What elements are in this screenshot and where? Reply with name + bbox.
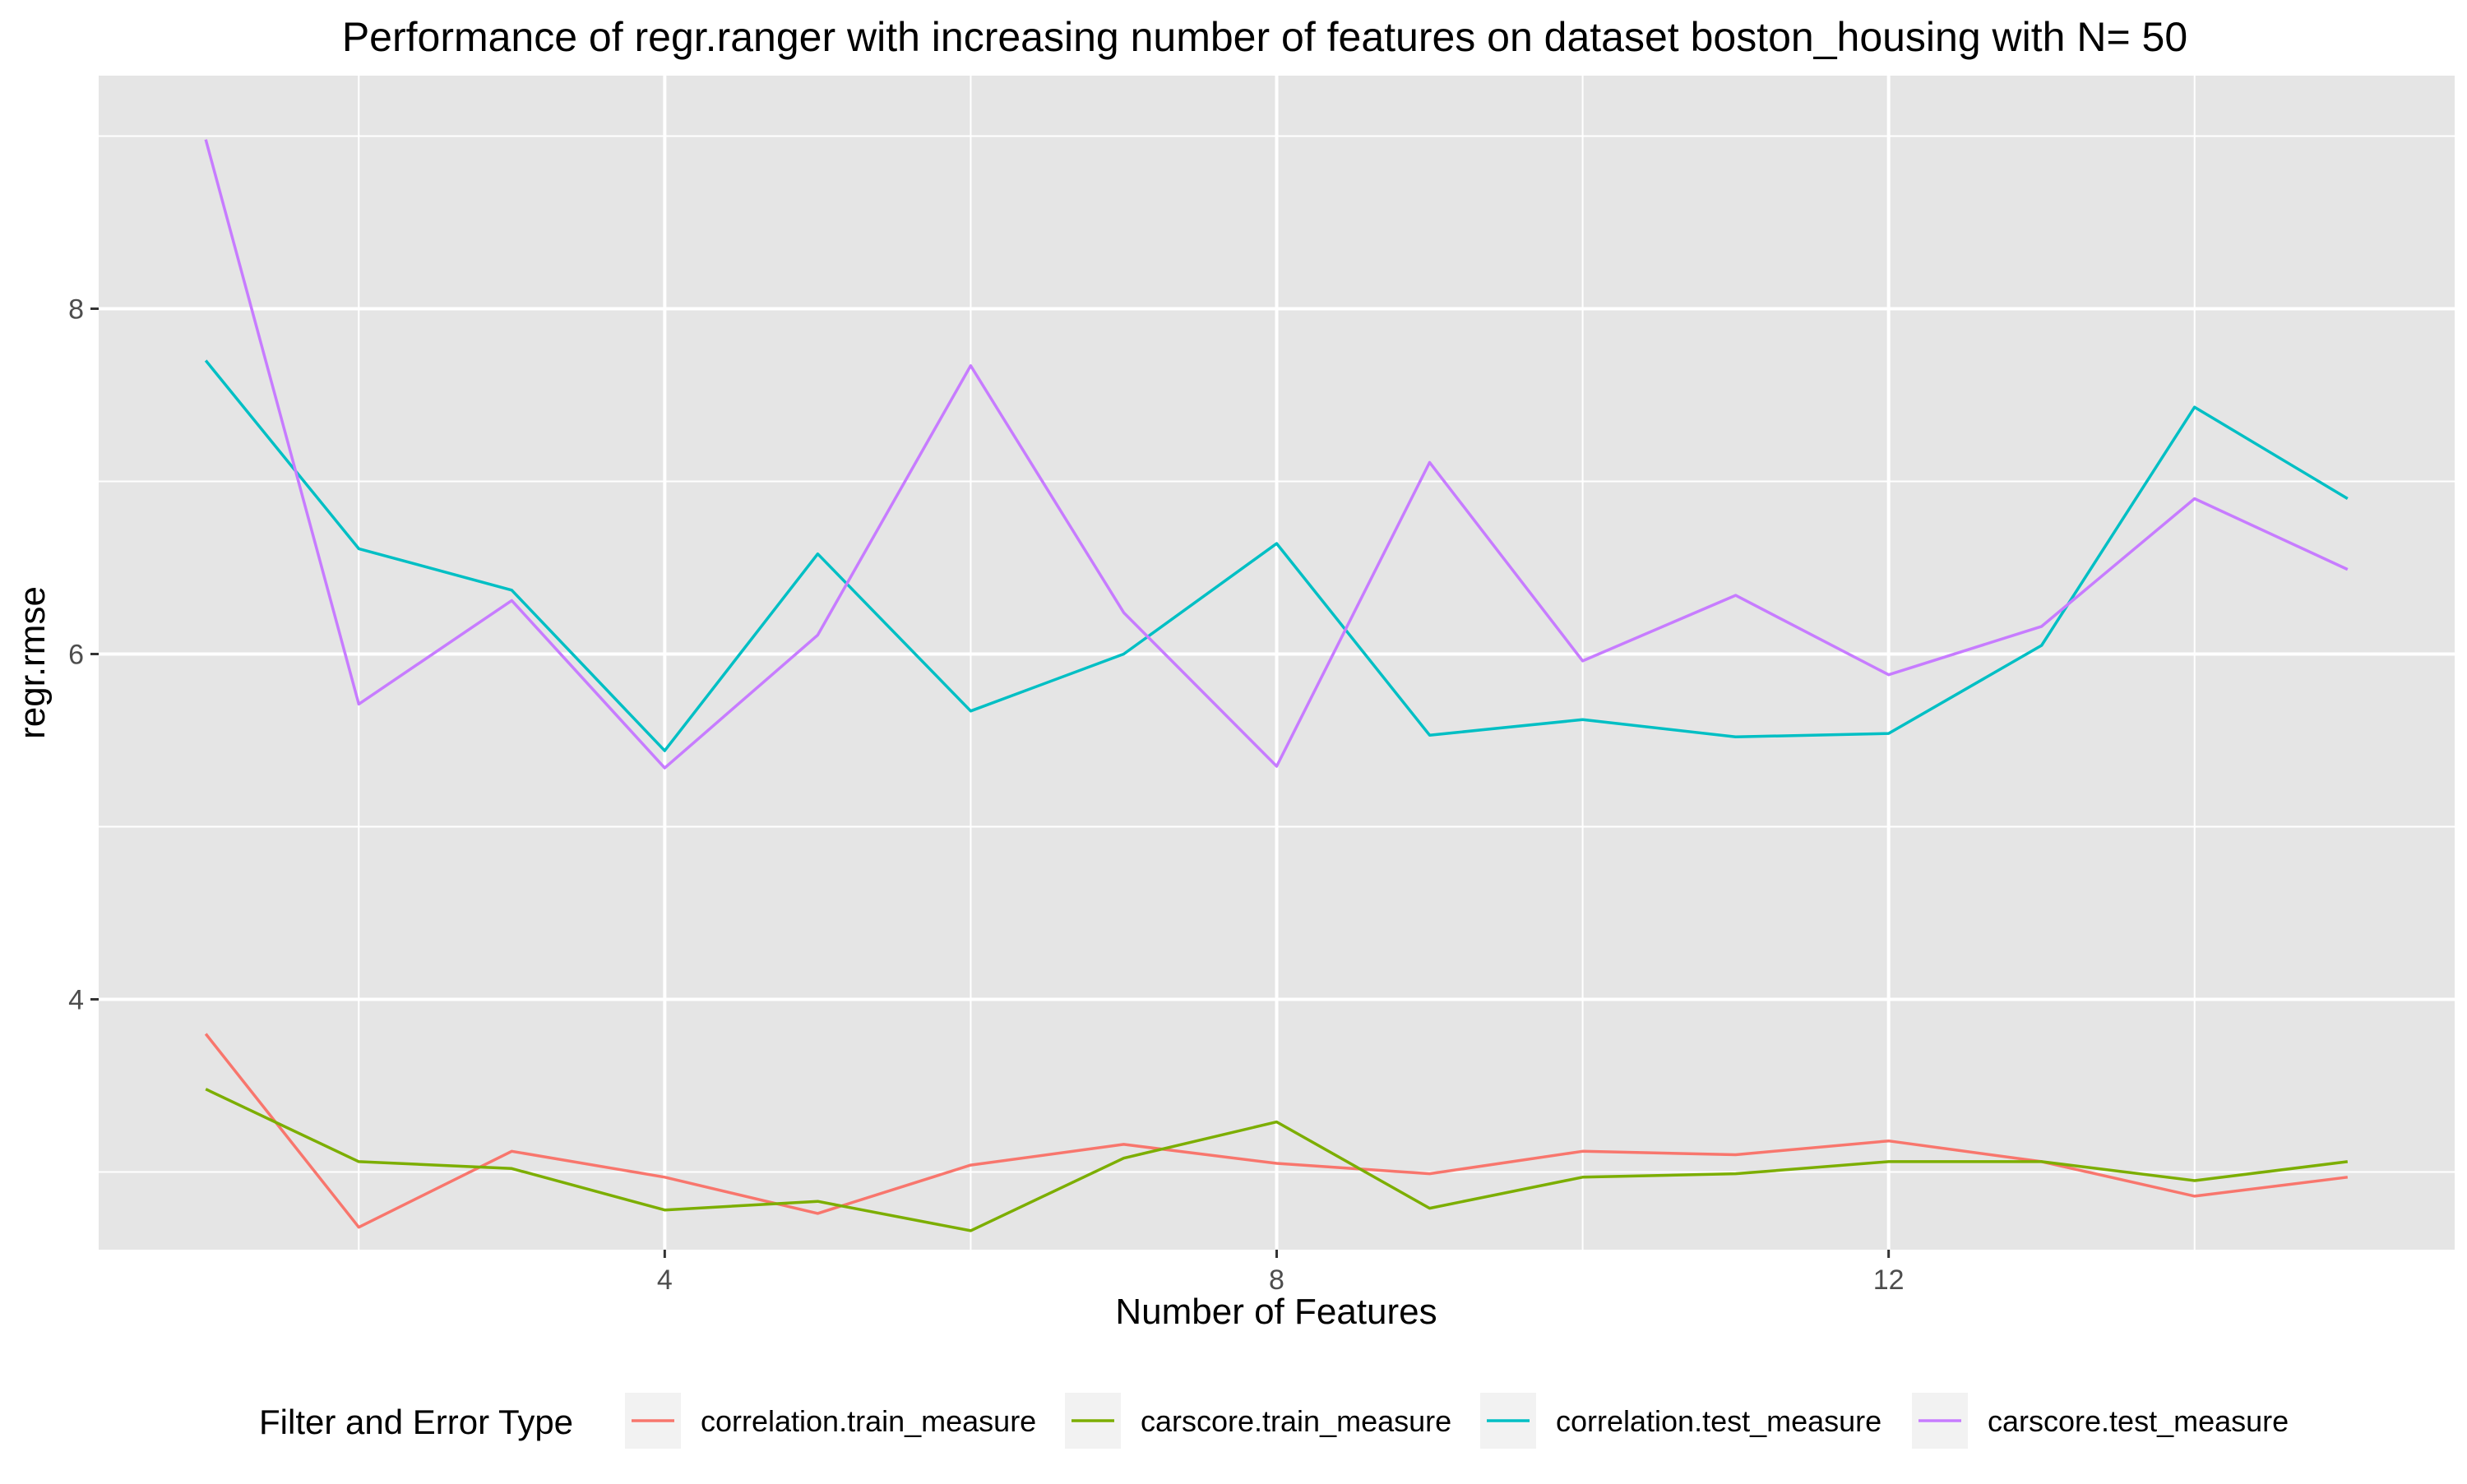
- x-axis-ticks: 4 8 12: [657, 1250, 1905, 1296]
- chart-title: Performance of regr.ranger with increasi…: [342, 14, 2187, 60]
- series-line-carscore-test-measure: [204, 139, 2349, 770]
- legend-label-carscore-train-measure: carscore.train_measure: [1141, 1404, 1451, 1438]
- y-axis-ticks: 4 6 8: [68, 294, 99, 1016]
- x-tick-label: 4: [657, 1264, 673, 1296]
- legend: Filter and Error Type correlation.train_…: [259, 1393, 2289, 1449]
- y-axis-title: regr.rmse: [12, 586, 53, 739]
- major-gridlines: [99, 76, 2455, 1250]
- series-lines: [204, 139, 2349, 1232]
- y-tick-label: 4: [68, 985, 84, 1016]
- y-tick-label: 8: [68, 294, 84, 326]
- series-line-correlation-test-measure: [204, 359, 2349, 752]
- x-tick-label: 8: [1269, 1264, 1284, 1296]
- y-tick-label: 6: [68, 640, 84, 671]
- x-axis-title: Number of Features: [1115, 1292, 1437, 1332]
- legend-label-correlation-test-measure: correlation.test_measure: [1556, 1404, 1881, 1438]
- series-line-correlation-train-measure: [204, 1033, 2349, 1229]
- legend-label-correlation-train-measure: correlation.train_measure: [701, 1404, 1036, 1438]
- legend-label-carscore-test-measure: carscore.test_measure: [1988, 1404, 2289, 1438]
- x-tick-label: 12: [1873, 1264, 1905, 1296]
- legend-title: Filter and Error Type: [259, 1403, 573, 1441]
- series-line-carscore-train-measure: [205, 1088, 2349, 1232]
